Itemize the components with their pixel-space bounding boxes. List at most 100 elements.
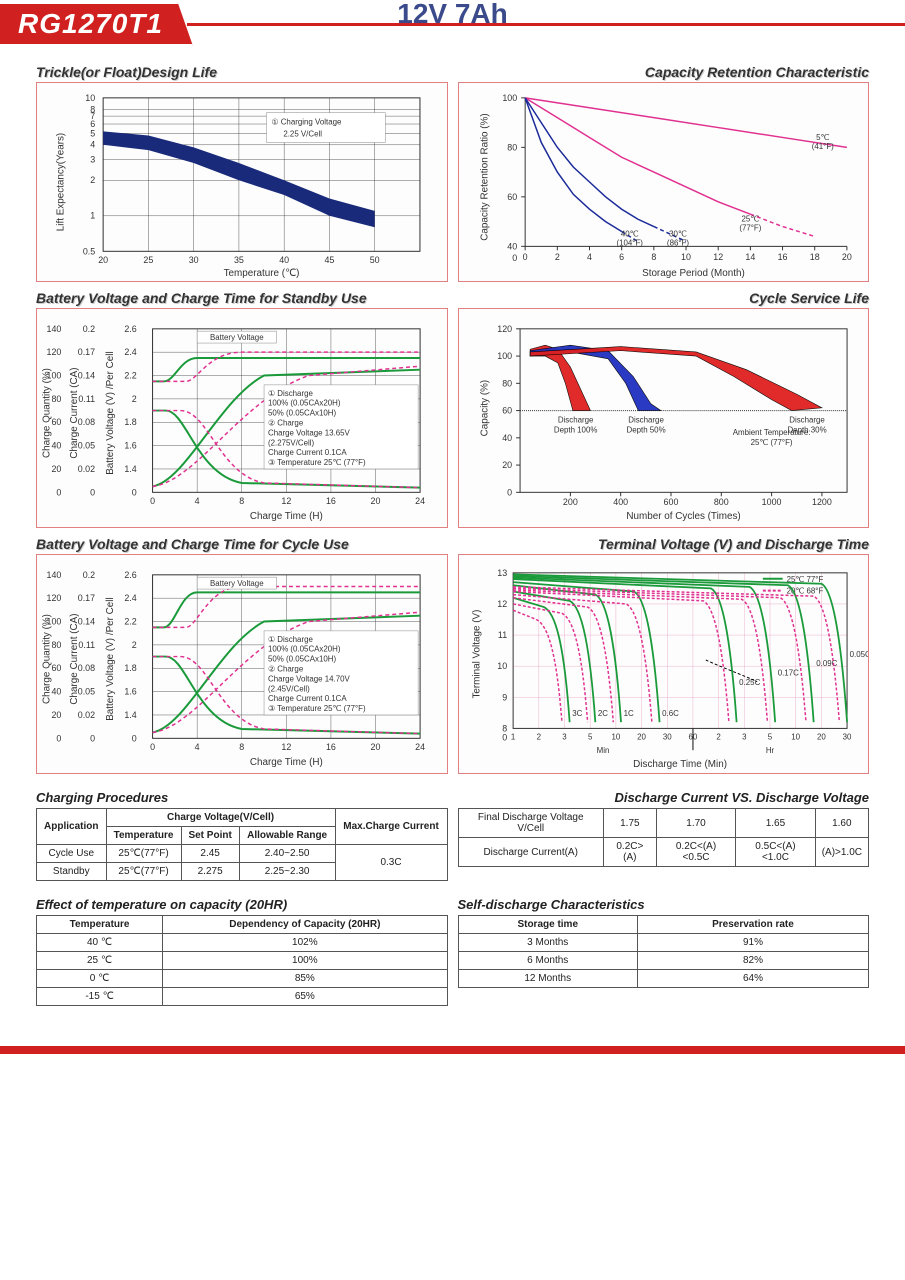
temp-cap-title: Effect of temperature on capacity (20HR): [36, 897, 448, 912]
svg-text:1.8: 1.8: [124, 417, 136, 427]
svg-text:(77°F): (77°F): [739, 224, 761, 233]
cycle-life-title: Cycle Service Life: [458, 290, 870, 306]
svg-text:0: 0: [522, 252, 527, 262]
table-row: 3 Months91%: [458, 934, 869, 952]
svg-text:2C: 2C: [597, 709, 607, 718]
svg-text:8: 8: [651, 252, 656, 262]
svg-text:20: 20: [98, 255, 108, 265]
svg-text:25: 25: [143, 255, 153, 265]
svg-text:16: 16: [777, 252, 787, 262]
svg-text:2: 2: [132, 394, 137, 404]
table-row: 0 ℃85%: [37, 970, 448, 988]
svg-text:Charge Current (CA): Charge Current (CA): [69, 367, 80, 458]
svg-text:0.09C: 0.09C: [816, 659, 837, 668]
svg-text:20: 20: [371, 496, 381, 506]
svg-text:13: 13: [497, 568, 507, 578]
cyclelife-xlabel: Number of Cycles (Times): [626, 511, 740, 522]
svg-text:4: 4: [195, 496, 200, 506]
table-row: Cycle Use 25℃(77°F) 2.45 2.40~2.50 0.3C: [37, 845, 448, 863]
svg-text:800: 800: [713, 497, 728, 507]
svg-text:4: 4: [90, 140, 95, 150]
svg-text:10: 10: [681, 252, 691, 262]
svg-text:0.02: 0.02: [78, 710, 95, 720]
svg-text:80: 80: [502, 378, 512, 388]
svg-text:1.8: 1.8: [124, 663, 136, 673]
svg-text:2.4: 2.4: [124, 347, 136, 357]
svg-text:16: 16: [326, 496, 336, 506]
dcv-title: Discharge Current VS. Discharge Voltage: [458, 790, 870, 805]
svg-text:0: 0: [150, 496, 155, 506]
table-row: Discharge Current(A) 0.2C>(A) 0.2C<(A)<0…: [458, 838, 869, 867]
svg-text:40: 40: [51, 441, 61, 451]
svg-text:2.4: 2.4: [124, 593, 136, 603]
svg-text:0: 0: [507, 487, 512, 497]
capret-ylabel: Capacity Retention Ratio (%): [479, 113, 490, 240]
svg-text:24: 24: [415, 496, 425, 506]
svg-text:0.02: 0.02: [78, 464, 95, 474]
svg-text:0.05: 0.05: [78, 687, 95, 697]
svg-text:4: 4: [587, 252, 592, 262]
svg-text:100% (0.05CAx20H): 100% (0.05CAx20H): [268, 645, 341, 654]
svg-text:35: 35: [234, 255, 244, 265]
svg-text:0.17: 0.17: [78, 347, 95, 357]
svg-text:60: 60: [51, 663, 61, 673]
svg-text:Charge Current 0.1CA: Charge Current 0.1CA: [268, 448, 347, 457]
svg-text:0.14: 0.14: [78, 371, 95, 381]
svg-text:Battery Voltage: Battery Voltage: [210, 579, 264, 588]
svg-text:0.08: 0.08: [78, 417, 95, 427]
svg-text:Hr: Hr: [765, 746, 774, 755]
selfdisch-table: Storage time Preservation rate 3 Months9…: [458, 915, 870, 988]
svg-text:24: 24: [415, 742, 425, 752]
svg-text:100: 100: [502, 93, 517, 103]
svg-text:0.17: 0.17: [78, 593, 95, 603]
svg-text:40: 40: [279, 255, 289, 265]
svg-text:12: 12: [281, 742, 291, 752]
svg-text:30: 30: [662, 732, 671, 741]
svg-text:Charge Quantity (%): Charge Quantity (%): [42, 368, 53, 458]
svg-text:Charge Quantity (%): Charge Quantity (%): [42, 614, 53, 704]
svg-text:10: 10: [611, 732, 620, 741]
svg-text:20: 20: [51, 464, 61, 474]
cp-h-max: Max.Charge Current: [335, 809, 447, 845]
svg-text:120: 120: [47, 347, 62, 357]
footer-bar: [0, 1046, 905, 1054]
page-header: RG1270T1 12V 7Ah: [0, 0, 905, 48]
terminal-title: Terminal Voltage (V) and Discharge Time: [458, 536, 870, 552]
svg-text:20: 20: [816, 732, 825, 741]
trickle-title: Trickle(or Float)Design Life: [36, 64, 448, 80]
svg-text:Depth 100%: Depth 100%: [553, 425, 597, 434]
standby-title: Battery Voltage and Charge Time for Stan…: [36, 290, 448, 306]
svg-text:80: 80: [507, 142, 517, 152]
svg-text:5℃: 5℃: [816, 133, 829, 142]
svg-text:③ Temperature 25℃ (77°F): ③ Temperature 25℃ (77°F): [268, 704, 366, 713]
svg-text:3C: 3C: [572, 709, 582, 718]
svg-text:50% (0.05CAx10H): 50% (0.05CAx10H): [268, 409, 336, 418]
svg-text:20: 20: [502, 460, 512, 470]
svg-text:3: 3: [562, 732, 567, 741]
svg-text:0.17C: 0.17C: [777, 669, 798, 678]
svg-text:Battery Voltage (V) /Per Cell: Battery Voltage (V) /Per Cell: [105, 597, 116, 721]
svg-text:1200: 1200: [812, 497, 832, 507]
svg-text:0.2: 0.2: [83, 570, 95, 580]
svg-text:Ambient Temperature:: Ambient Temperature:: [732, 428, 810, 437]
header-line: [187, 23, 905, 26]
svg-text:2: 2: [554, 252, 559, 262]
charging-proc-table: Application Charge Voltage(V/Cell) Max.C…: [36, 808, 448, 881]
svg-text:1.6: 1.6: [124, 441, 136, 451]
header-spec: 12V 7Ah: [397, 0, 508, 30]
svg-text:120: 120: [47, 593, 62, 603]
svg-text:1C: 1C: [623, 709, 633, 718]
svg-text:45: 45: [324, 255, 334, 265]
svg-text:200: 200: [562, 497, 577, 507]
svg-text:0: 0: [502, 732, 507, 742]
svg-text:1: 1: [90, 211, 95, 221]
svg-text:2.25 V/Cell: 2.25 V/Cell: [283, 129, 322, 138]
svg-text:120: 120: [497, 324, 512, 334]
table-row: Final Discharge Voltage V/Cell 1.75 1.70…: [458, 809, 869, 838]
svg-text:2: 2: [132, 640, 137, 650]
svg-text:0.05C: 0.05C: [849, 650, 868, 659]
svg-text:8: 8: [239, 496, 244, 506]
capret-xlabel: Storage Period (Month): [642, 268, 745, 279]
svg-text:2: 2: [536, 732, 540, 741]
svg-text:Charge Current (CA): Charge Current (CA): [69, 613, 80, 704]
